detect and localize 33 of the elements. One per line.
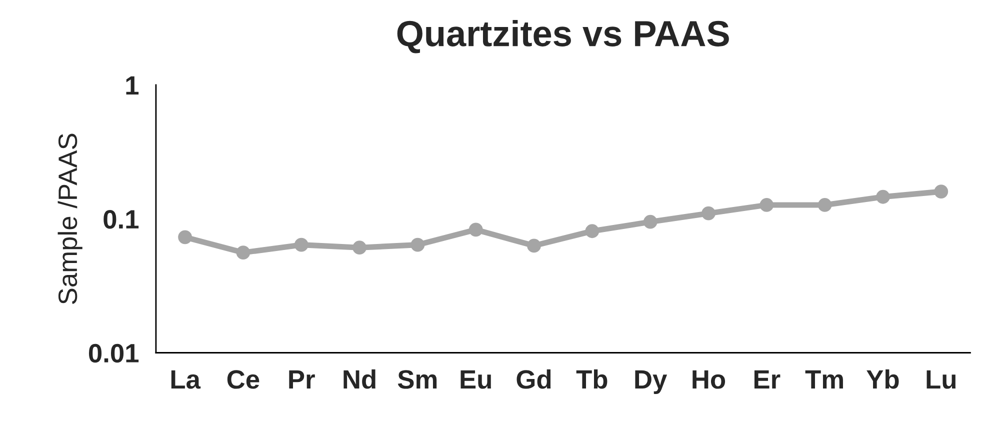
x-tick-label: Dy	[635, 370, 668, 394]
x-tick-label: Sm	[398, 370, 437, 389]
point	[934, 184, 948, 198]
y-axis-title: Sample /PAAS	[58, 134, 82, 304]
chart-title: Quartzites vs PAAS	[397, 20, 729, 54]
x-tick-label: Eu	[460, 370, 491, 389]
point	[760, 198, 774, 212]
point	[527, 238, 541, 253]
x-tick-label: Ce	[227, 370, 260, 389]
point	[585, 224, 600, 238]
x-tick-label: Lu	[926, 370, 956, 389]
point	[352, 240, 366, 255]
x-tick-label: Yb	[866, 369, 899, 389]
y-tick-label: 0.1	[104, 210, 139, 229]
point	[410, 238, 425, 252]
point	[468, 222, 483, 237]
x-tick-label: Ho	[692, 370, 726, 389]
x-tick-label: Tm	[805, 370, 843, 389]
point	[818, 198, 832, 212]
point	[876, 190, 890, 204]
y-tick-label: 1	[126, 76, 139, 95]
point	[178, 230, 192, 244]
x-tick-label: Tb	[576, 369, 608, 389]
x-tick-label: Nd	[344, 369, 376, 389]
x-tick-label: Er	[754, 370, 780, 389]
x-tick-label: Gd	[516, 369, 551, 389]
point	[236, 246, 250, 260]
x-tick-label: La	[171, 370, 201, 389]
x-tick-label: Pr	[289, 370, 315, 389]
point	[294, 238, 308, 252]
point	[702, 206, 716, 220]
point	[643, 214, 658, 229]
y-tick-label: 0.01	[88, 344, 139, 363]
